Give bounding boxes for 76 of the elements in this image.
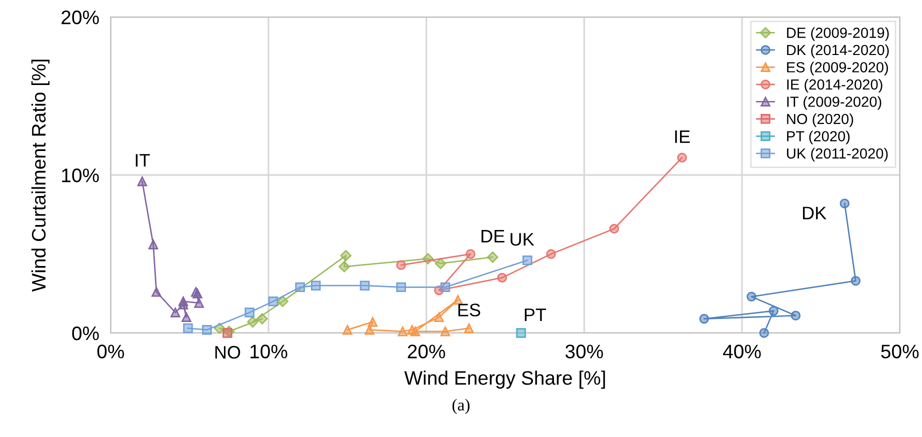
x-tick-label: 30% — [565, 344, 603, 358]
legend-label: IT (2009-2020) — [787, 96, 882, 110]
point — [137, 176, 148, 186]
point — [178, 296, 188, 306]
point — [360, 280, 370, 290]
point — [170, 308, 180, 318]
legend-label: PT (2020) — [787, 130, 850, 144]
annotation: UK — [510, 233, 534, 246]
point — [768, 306, 778, 316]
point — [466, 249, 476, 259]
point — [464, 323, 474, 334]
point — [148, 240, 158, 250]
point — [440, 326, 450, 336]
text: (a) — [452, 398, 470, 414]
point — [497, 272, 507, 283]
point — [434, 312, 444, 322]
point — [396, 260, 406, 270]
annotation: PT — [524, 308, 546, 321]
point — [396, 282, 406, 292]
annotation: IE — [675, 130, 690, 143]
y-tick-label: 10% — [62, 168, 99, 182]
legend-label: IE (2014-2020) — [787, 78, 882, 93]
point — [194, 298, 204, 308]
point — [487, 252, 498, 263]
point — [368, 317, 378, 327]
point — [699, 314, 710, 324]
legend-label: NO (2020) — [787, 113, 854, 128]
point — [840, 198, 850, 208]
legend-label: DE (2009-2019) — [787, 27, 889, 41]
point — [677, 152, 687, 163]
legend-label: ES (2009-2020) — [787, 62, 888, 76]
x-tick-label: 0% — [97, 344, 124, 358]
point — [746, 292, 756, 302]
annotation: ES — [458, 304, 480, 316]
point — [434, 258, 446, 270]
point — [268, 296, 278, 306]
point — [453, 294, 463, 305]
point — [398, 326, 408, 336]
point — [295, 282, 305, 292]
point — [516, 328, 526, 338]
annotation: DE — [482, 230, 504, 242]
x-axis-title: Wind Energy Share [%] — [404, 370, 605, 389]
point — [310, 280, 321, 290]
point — [202, 324, 212, 335]
annotation: IT — [136, 154, 150, 167]
point — [609, 224, 620, 234]
y-tick-label: 0% — [72, 326, 99, 340]
point — [440, 282, 450, 292]
x-tick-label: 20% — [408, 344, 446, 358]
legend-label: UK (2011-2020) — [787, 148, 888, 162]
annotation: DK — [803, 206, 826, 220]
point — [340, 250, 352, 262]
y-axis-title: Wind Curtailment Ratio [%] — [31, 60, 50, 292]
point — [546, 249, 556, 259]
point — [247, 316, 258, 328]
annotation: NO — [215, 346, 240, 359]
point — [364, 324, 374, 335]
point — [790, 310, 801, 320]
point — [256, 313, 268, 324]
y-tick-label: 20% — [62, 10, 99, 24]
point — [182, 312, 192, 322]
point — [410, 326, 420, 336]
point — [277, 296, 288, 308]
point — [222, 328, 232, 338]
point — [850, 276, 861, 286]
point — [522, 255, 532, 266]
point — [342, 324, 352, 335]
x-tick-label: 50% — [881, 344, 919, 358]
x-tick-label: 10% — [250, 344, 288, 358]
point — [244, 308, 254, 318]
legend-label: DK (2014-2020) — [787, 44, 889, 58]
x-tick-label: 40% — [723, 344, 761, 358]
point — [338, 261, 350, 272]
point — [152, 287, 162, 297]
point — [183, 323, 193, 334]
point — [759, 328, 769, 338]
